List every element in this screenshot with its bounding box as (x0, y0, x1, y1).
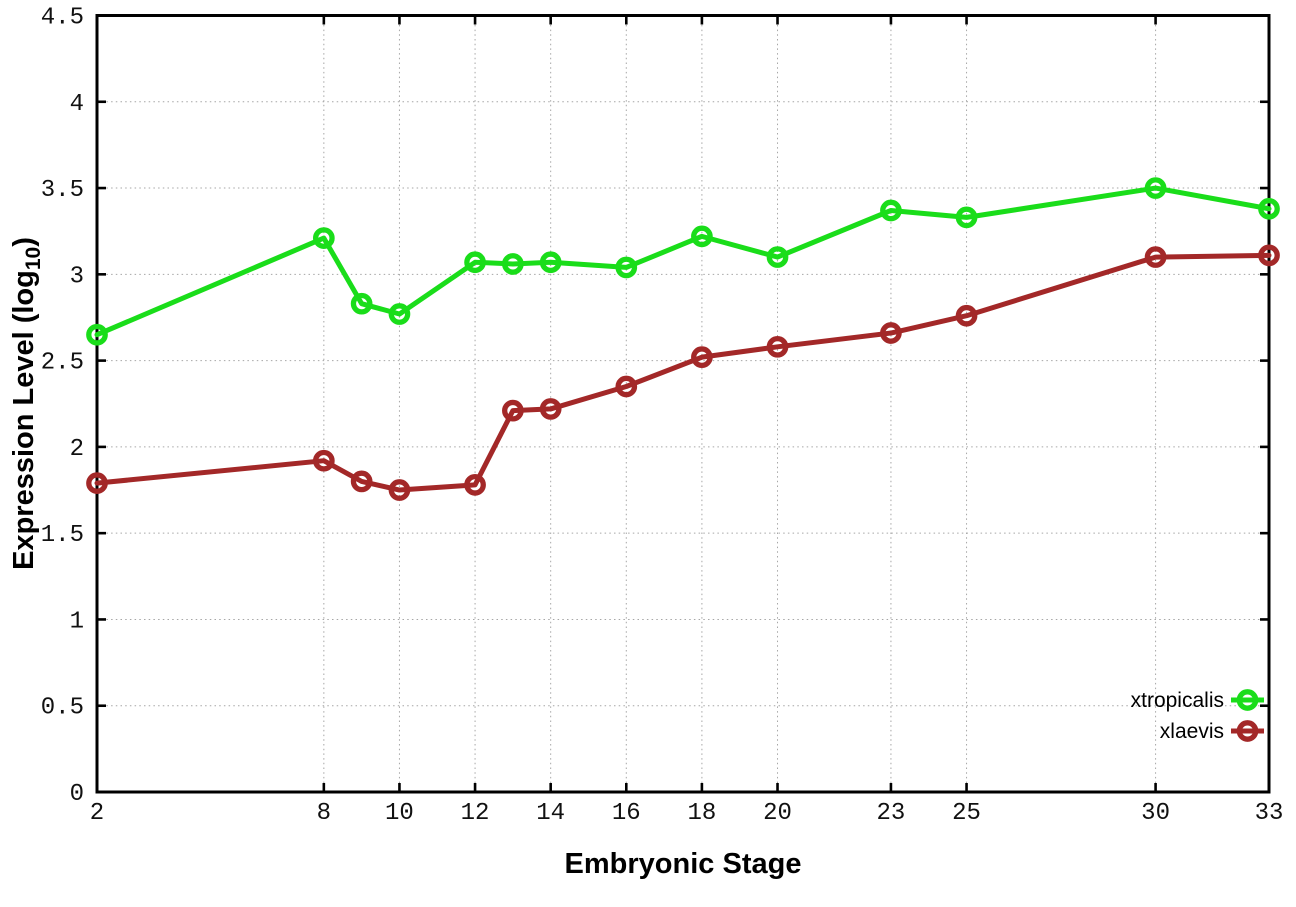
y-axis-title-text: Expression Level (log (8, 270, 40, 570)
marker-xtropicalis (502, 253, 524, 275)
y-axis-title-subscript: 10 (22, 246, 45, 271)
marker-xlaevis (615, 375, 638, 398)
y-tick-label: 3.5 (41, 177, 84, 204)
legend-label-xtropicalis: xtropicalis (1131, 689, 1224, 712)
x-tick-label: 2 (90, 800, 104, 827)
x-axis-title-text: Embryonic Stage (564, 848, 802, 880)
marker-xlaevis (1144, 246, 1167, 268)
x-tick-label: 18 (687, 800, 716, 827)
x-tick-label: 30 (1141, 800, 1170, 827)
marker-xlaevis (1258, 244, 1280, 267)
marker-xtropicalis (350, 292, 373, 315)
x-axis-title: Embryonic Stage (97, 848, 1269, 881)
marker-xtropicalis (1144, 177, 1167, 199)
x-tick-label: 8 (317, 800, 331, 827)
marker-xlaevis (766, 335, 789, 358)
y-axis-title: Expression Level (log10) (8, 15, 45, 792)
tick-marks (95, 14, 1271, 794)
y-tick-label: 0 (70, 781, 84, 808)
y-tick-label: 0.5 (41, 695, 84, 722)
marker-xtropicalis (464, 251, 486, 274)
marker-xlaevis (312, 449, 335, 472)
x-tick-label: 25 (952, 800, 981, 827)
marker-xlaevis (86, 472, 108, 494)
marker-xtropicalis (86, 323, 108, 346)
gridlines (97, 15, 1269, 792)
marker-xtropicalis (955, 206, 978, 229)
plot-border (95, 14, 1271, 794)
series-line-xlaevis (94, 252, 1272, 493)
marker-xlaevis (539, 398, 562, 420)
marker-xtropicalis (615, 256, 638, 279)
y-tick-label: 3 (70, 263, 84, 290)
x-tick-labels: 2 8 10 12 14 16 18 20 23 25 30 33 (90, 800, 1284, 827)
x-tick-label: 23 (877, 800, 906, 827)
y-axis-title-close: ) (8, 237, 40, 247)
legend-label-xlaevis: xlaevis (1160, 720, 1224, 743)
series-xtropicalis (86, 177, 1280, 346)
marker-xtropicalis (539, 251, 562, 274)
marker-xlaevis (502, 399, 524, 422)
marker-xtropicalis (766, 246, 789, 268)
marker-xtropicalis (880, 199, 902, 222)
x-tick-label: 33 (1255, 800, 1284, 827)
y-tick-labels: 0 0.5 1 1.5 2 2.5 3 3.5 4 4.5 (41, 5, 84, 809)
series-xlaevis (86, 244, 1280, 501)
marker-xtropicalis (1258, 197, 1280, 220)
series-line-xtropicalis (94, 185, 1272, 338)
x-tick-label: 20 (763, 800, 792, 827)
legend-marker-xlaevis (1236, 720, 1259, 742)
marker-xlaevis (388, 479, 411, 501)
marker-xlaevis (880, 322, 902, 344)
legend: xtropicalis xlaevis (1131, 689, 1264, 743)
y-tick-label: 4 (70, 91, 84, 118)
y-tick-label: 1.5 (41, 522, 84, 549)
marker-xtropicalis (691, 225, 713, 248)
x-tick-label: 12 (461, 800, 490, 827)
marker-xtropicalis (388, 303, 411, 325)
x-tick-label: 10 (385, 800, 414, 827)
y-tick-label: 2.5 (41, 350, 84, 377)
y-tick-label: 2 (70, 436, 84, 463)
y-tick-label: 1 (70, 608, 84, 635)
marker-xtropicalis (312, 227, 335, 249)
x-tick-label: 14 (536, 800, 565, 827)
y-tick-label: 4.5 (41, 5, 84, 32)
x-tick-label: 16 (612, 800, 641, 827)
marker-xlaevis (691, 346, 713, 369)
marker-xlaevis (464, 474, 486, 496)
legend-marker-xtropicalis (1236, 689, 1259, 711)
marker-xlaevis (350, 470, 373, 493)
marker-xlaevis (955, 304, 978, 327)
